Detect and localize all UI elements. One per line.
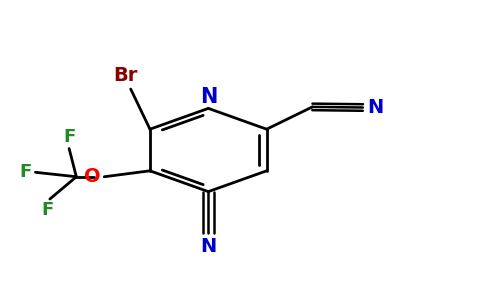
Text: N: N	[200, 237, 216, 256]
Text: O: O	[84, 167, 100, 186]
Text: N: N	[367, 98, 383, 117]
Text: Br: Br	[114, 66, 138, 85]
Text: F: F	[19, 163, 31, 181]
Text: F: F	[63, 128, 75, 146]
Text: N: N	[199, 87, 217, 107]
Text: F: F	[41, 201, 54, 219]
